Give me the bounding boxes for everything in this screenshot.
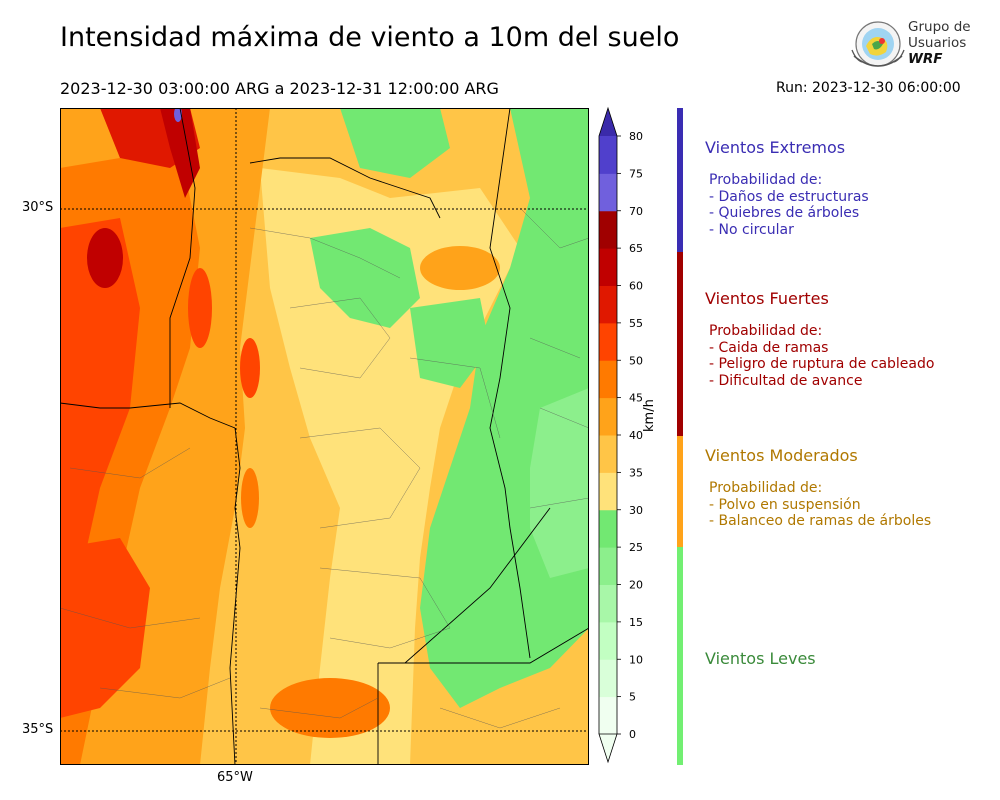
logo-line-1: Grupo de bbox=[908, 19, 971, 35]
colorbar-bin bbox=[599, 248, 617, 286]
run-timestamp: Run: 2023-12-30 06:00:00 bbox=[776, 80, 961, 96]
legend-desc-fuertes: Probabilidad de: - Caida de ramas - Peli… bbox=[709, 323, 934, 389]
map-title: Intensidad máxima de viento a 10m del su… bbox=[60, 22, 680, 53]
colorbar-cap-top bbox=[599, 108, 617, 136]
colorbar-tick-label: 35 bbox=[629, 466, 643, 479]
colorbar-bin bbox=[599, 621, 617, 660]
legend-line: - Balanceo de ramas de árboles bbox=[709, 513, 932, 529]
colorbar-bin bbox=[599, 696, 617, 735]
colorbar-unit: km/h bbox=[642, 399, 657, 432]
region-light-green bbox=[530, 388, 589, 578]
map-frame bbox=[60, 108, 589, 765]
lat-label-35s: 35°S bbox=[22, 722, 54, 737]
province-boundaries bbox=[60, 108, 589, 765]
colorbar-bin bbox=[599, 397, 617, 436]
colorbar-tick-label: 45 bbox=[629, 392, 643, 405]
colorbar-tick-label: 55 bbox=[629, 317, 643, 330]
colorbar-tick-label: 50 bbox=[629, 354, 643, 367]
region-strong-ridge-4 bbox=[241, 468, 259, 528]
colorbar-bin bbox=[599, 584, 617, 623]
region-red-west bbox=[60, 218, 140, 608]
colorbar-tick-label: 60 bbox=[629, 280, 643, 293]
region-red-sw bbox=[60, 538, 150, 718]
forecast-period: 2023-12-30 03:00:00 ARG a 2023-12-31 12:… bbox=[60, 79, 499, 98]
legend-line: - No circular bbox=[709, 221, 794, 238]
colorbar-tick-label: 0 bbox=[629, 728, 636, 741]
legend-title-fuertes: Vientos Fuertes bbox=[705, 289, 829, 308]
colorbar-cap-bottom bbox=[598, 733, 618, 764]
legend-desc-moderados: Probabilidad de: - Polvo en suspensión -… bbox=[709, 480, 931, 530]
legend-line: - Caida de ramas bbox=[709, 339, 829, 356]
colorbar-bin bbox=[599, 173, 617, 212]
colorbar: 0 5 10 15 20 25 30 35 40 45 50 55 60 65 70 75 80 bbox=[598, 106, 643, 764]
colorbar-tick-label: 80 bbox=[629, 130, 643, 143]
legend-bar-moderados bbox=[677, 436, 683, 547]
legend-bar-leves bbox=[677, 547, 683, 765]
legend-bar-fuertes bbox=[677, 252, 683, 436]
legend-title-extremos: Vientos Extremos bbox=[705, 138, 846, 157]
colorbar-tick-label: 75 bbox=[629, 167, 643, 180]
legend-line: Probabilidad de: bbox=[709, 323, 823, 339]
region-strong-ridge-3 bbox=[240, 338, 260, 398]
lat-label-30s: 30°S bbox=[22, 200, 54, 215]
legend-line: - Quiebres de árboles bbox=[709, 205, 860, 221]
colorbar-tick-label: 65 bbox=[629, 242, 643, 255]
region-green-center bbox=[410, 298, 490, 388]
colorbar-bin bbox=[599, 472, 617, 511]
legend-line: - Dificultad de avance bbox=[709, 372, 863, 389]
wrf-group-logo-icon bbox=[851, 21, 905, 67]
legend-line: Probabilidad de: bbox=[709, 172, 823, 188]
colorbar-tick-label: 15 bbox=[629, 616, 643, 629]
region-green-north bbox=[310, 228, 420, 328]
colorbar-bin bbox=[599, 547, 617, 585]
logo-line-2: Usuarios bbox=[908, 35, 967, 51]
region-strong-ridge-1 bbox=[87, 228, 123, 288]
region-strong-ridge-2 bbox=[188, 268, 212, 348]
colorbar-bin bbox=[599, 509, 617, 548]
colorbar-outline bbox=[598, 106, 618, 734]
legend-title-moderados: Vientos Moderados bbox=[705, 446, 858, 465]
legend-line: Probabilidad de: bbox=[709, 480, 823, 496]
region-green-ne bbox=[340, 108, 450, 178]
colorbar-tick-label: 10 bbox=[629, 653, 643, 666]
wind-map bbox=[60, 108, 589, 765]
colorbar-bin bbox=[599, 322, 617, 361]
logo-text: Grupo de Usuarios WRF bbox=[908, 19, 971, 67]
region-orange-south bbox=[270, 678, 390, 738]
colorbar-tick-label: 30 bbox=[629, 504, 643, 517]
colorbar-tick-label: 25 bbox=[629, 541, 643, 554]
colorbar-tick-label: 40 bbox=[629, 429, 643, 442]
colorbar-bin bbox=[599, 210, 617, 249]
colorbar-bin bbox=[599, 659, 617, 698]
colorbar-bin bbox=[599, 435, 617, 473]
colorbar-tick-label: 20 bbox=[629, 579, 643, 592]
legend-title-leves: Vientos Leves bbox=[705, 649, 816, 668]
legend-bar-extremos bbox=[677, 108, 683, 252]
colorbar-bin bbox=[599, 136, 617, 174]
colorbar-bin bbox=[599, 285, 617, 324]
colorbar-tick-label: 70 bbox=[629, 205, 643, 218]
lon-label-65w: 65°W bbox=[217, 770, 253, 785]
legend-desc-extremos: Probabilidad de: - Daños de estructuras … bbox=[709, 172, 869, 238]
logo-line-3: WRF bbox=[908, 51, 943, 67]
region-orange-east-patch bbox=[420, 246, 500, 290]
colorbar-bin bbox=[599, 360, 617, 399]
legend-line: - Polvo en suspensión bbox=[709, 496, 861, 513]
colorbar-tick-label: 5 bbox=[629, 691, 636, 704]
legend-line: - Peligro de ruptura de cableado bbox=[709, 356, 935, 372]
region-blue-top bbox=[174, 108, 182, 122]
region-darkred-n bbox=[160, 108, 200, 198]
legend-line: - Daños de estructuras bbox=[709, 188, 869, 205]
department-boundaries bbox=[60, 207, 589, 729]
